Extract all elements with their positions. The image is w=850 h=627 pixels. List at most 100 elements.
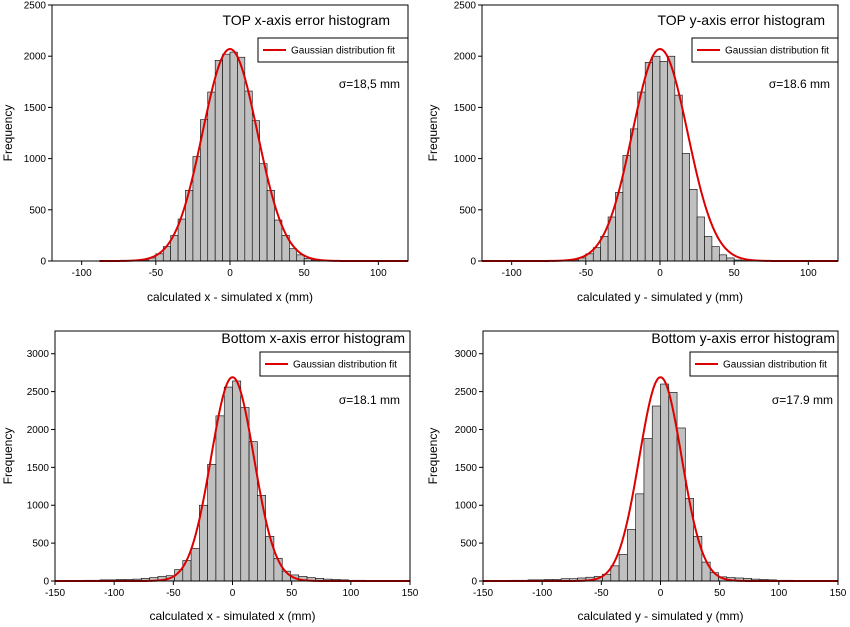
histogram-bar	[630, 128, 639, 262]
y-tick-label: 500	[460, 539, 477, 550]
histogram-bar	[600, 236, 609, 262]
x-tick-label: -50	[166, 588, 181, 599]
x-tick-label: 100	[342, 588, 359, 599]
x-axis-label: calculated x - simulated x (mm)	[149, 609, 315, 623]
histogram-bar	[248, 441, 258, 582]
histogram-bar	[689, 189, 698, 262]
x-axis-label: calculated y - simulated y (mm)	[577, 609, 743, 623]
chart-title: Bottom x-axis error histogram	[221, 330, 405, 346]
y-axis-label: Frequency	[1, 428, 15, 485]
histogram-bar	[651, 405, 661, 582]
x-tick-label: -50	[579, 268, 594, 279]
x-tick-label: 100	[770, 588, 787, 599]
histogram-bar	[222, 53, 231, 262]
histogram-bar	[229, 51, 238, 262]
bottom-y-histogram: -150 -100 -50 0 50 100 15005001000150020002500…	[426, 330, 847, 623]
histogram-bar	[215, 415, 225, 582]
y-tick-label: 1500	[454, 103, 477, 114]
y-tick-label: 2500	[24, 1, 47, 12]
histogram-bar	[207, 91, 216, 262]
histogram-bar	[660, 383, 670, 582]
sigma-annotation: σ=18.1 mm	[339, 393, 400, 407]
x-tick-label: -100	[72, 268, 92, 279]
x-tick-label: 0	[658, 588, 664, 599]
y-tick-label: 500	[32, 539, 49, 550]
x-tick-label: 100	[370, 268, 387, 279]
x-tick-label: -100	[502, 268, 522, 279]
histogram-bar	[674, 94, 683, 262]
histogram-bar	[244, 90, 253, 262]
chart-title: TOP y-axis error histogram	[657, 12, 825, 28]
x-tick-label: 50	[286, 588, 298, 599]
x-tick-label: -150	[473, 588, 493, 599]
histogram-bar	[719, 254, 728, 262]
x-tick-label: -100	[532, 588, 552, 599]
y-tick-label: 0	[471, 577, 477, 588]
x-tick-label: -150	[45, 588, 65, 599]
legend-label: Gaussian distribution fit	[293, 360, 397, 371]
histogram-bar	[635, 493, 645, 582]
histogram-bar	[240, 407, 250, 582]
histogram-bar	[190, 548, 200, 582]
y-tick-label: 3000	[455, 349, 478, 360]
histogram-bar	[643, 438, 653, 582]
x-axis-label: calculated x - simulated x (mm)	[147, 290, 313, 304]
x-tick-label: -50	[594, 588, 609, 599]
x-tick-label: -100	[104, 588, 124, 599]
y-tick-label: 1000	[24, 154, 47, 165]
histogram-bar	[232, 380, 242, 582]
x-tick-label: 0	[657, 268, 663, 279]
y-axis-label: Frequency	[426, 105, 440, 162]
bottom-x-histogram: -150 -100 -50 0 50 100 15005001000150020002500…	[1, 330, 419, 623]
x-tick-label: 50	[714, 588, 726, 599]
histogram-bar	[214, 59, 223, 262]
y-tick-label: 0	[470, 257, 476, 268]
histogram-bar	[696, 216, 705, 262]
legend-label: Gaussian distribution fit	[723, 360, 827, 371]
histogram-bar	[704, 236, 713, 262]
x-axis-label: calculated y - simulated y (mm)	[577, 290, 743, 304]
y-tick-label: 2000	[454, 52, 477, 63]
top-x-histogram: -100 -50 0 50 10005001000150020002500calcula…	[1, 1, 409, 304]
y-tick-label: 500	[459, 205, 476, 216]
y-tick-label: 500	[29, 205, 46, 216]
y-tick-label: 1000	[454, 154, 477, 165]
histogram-bar	[681, 153, 690, 262]
histogram-bar	[274, 219, 283, 262]
histogram-bar	[618, 554, 628, 582]
x-tick-label: -50	[149, 268, 164, 279]
histogram-bar	[207, 464, 217, 582]
y-tick-label: 1500	[27, 463, 50, 474]
x-tick-label: 50	[299, 268, 311, 279]
histogram-bar	[257, 495, 266, 582]
histogram-bar	[637, 91, 646, 262]
y-tick-label: 2500	[454, 1, 477, 12]
histogram-bar	[693, 536, 703, 582]
top-y-histogram: -100 -50 0 50 10005001000150020002500calcula…	[426, 1, 839, 304]
sigma-annotation: σ=17.9 mm	[772, 393, 833, 407]
x-tick-label: 100	[800, 268, 817, 279]
histogram-bar	[289, 248, 298, 262]
legend-label: Gaussian distribution fit	[725, 46, 829, 57]
x-tick-label: 50	[729, 268, 741, 279]
y-tick-label: 2000	[27, 425, 50, 436]
y-tick-label: 0	[43, 577, 49, 588]
y-tick-label: 2500	[27, 387, 50, 398]
y-tick-label: 1000	[455, 501, 478, 512]
y-axis-label: Frequency	[1, 105, 15, 162]
chart-title: TOP x-axis error histogram	[222, 12, 390, 28]
sigma-annotation: σ=18,5 mm	[339, 77, 400, 91]
y-tick-label: 0	[40, 257, 46, 268]
sigma-annotation: σ=18.6 mm	[769, 77, 830, 91]
x-tick-label: 150	[830, 588, 847, 599]
histogram-bar	[652, 55, 661, 262]
histogram-bar	[659, 61, 668, 262]
y-tick-label: 2500	[455, 387, 478, 398]
chart-title: Bottom y-axis error histogram	[651, 330, 835, 346]
histogram-bar	[259, 163, 268, 262]
legend-label: Gaussian distribution fit	[291, 46, 395, 57]
histogram-bar	[610, 565, 620, 582]
x-tick-label: 150	[402, 588, 419, 599]
histogram-bar	[644, 62, 653, 262]
x-tick-label: 0	[230, 588, 236, 599]
